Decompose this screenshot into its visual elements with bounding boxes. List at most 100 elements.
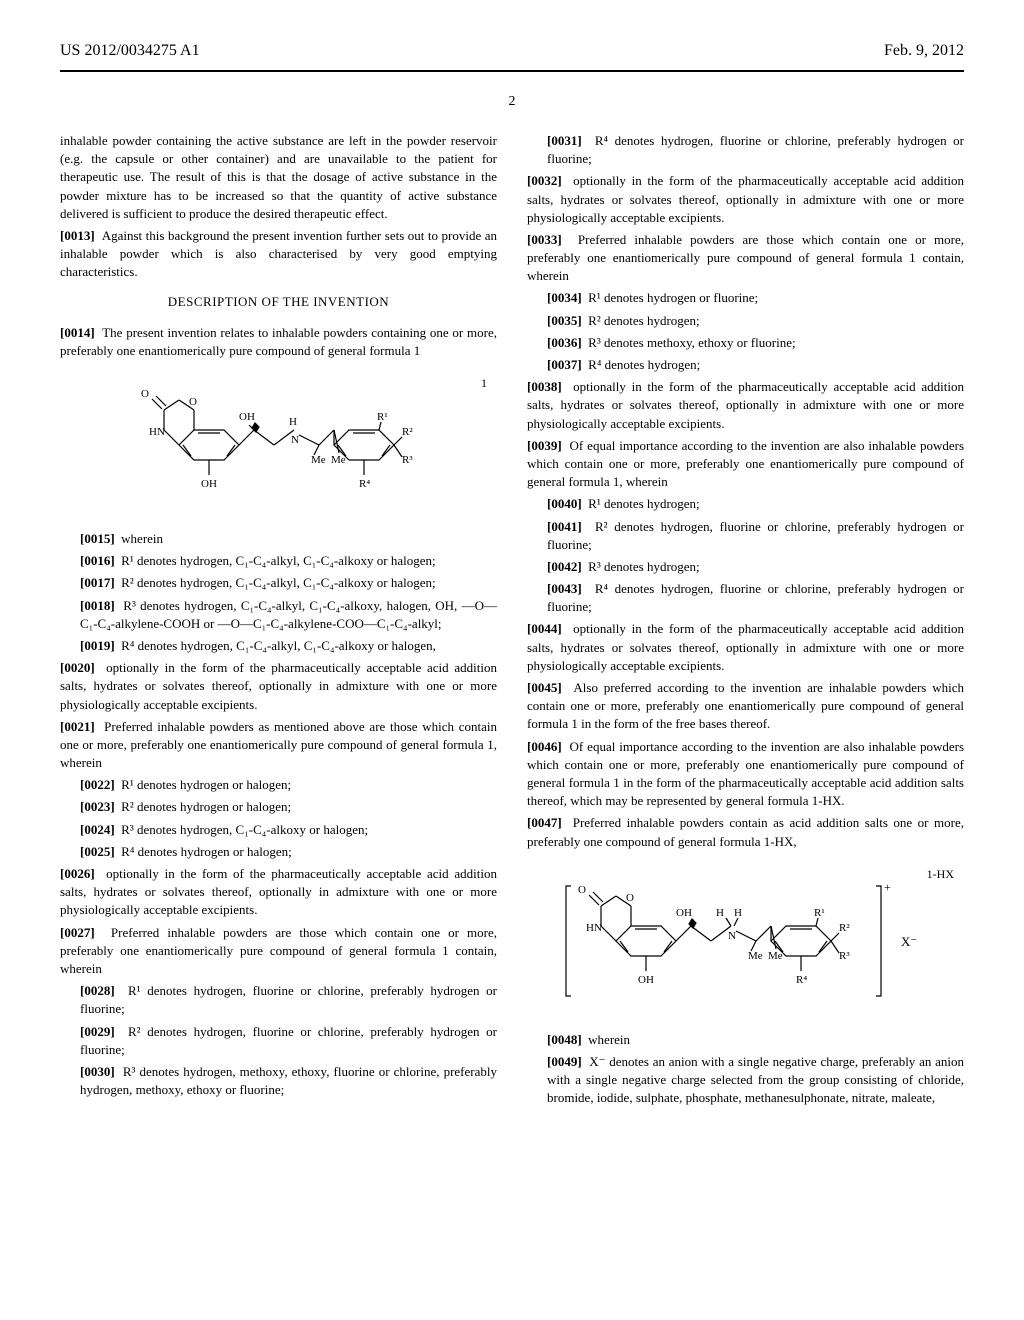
svg-text:H: H <box>716 907 724 919</box>
svg-text:R³: R³ <box>839 950 850 962</box>
num-0022: [0022] <box>80 777 115 792</box>
para-0030: [0030] R³ denotes hydrogen, methoxy, eth… <box>60 1063 497 1099</box>
para-0017: [0017] R² denotes hydrogen, C₁-C₄-alkyl,… <box>60 574 497 592</box>
para-0031: [0031] R⁴ denotes hydrogen, fluorine or … <box>527 132 964 168</box>
doc-date: Feb. 9, 2012 <box>884 40 964 62</box>
num-0019: [0019] <box>80 638 115 653</box>
text-0044: optionally in the form of the pharmaceut… <box>527 621 964 672</box>
num-0038: [0038] <box>527 379 562 394</box>
svg-text:OH: OH <box>676 907 692 919</box>
formula-1-svg: OH O O HN OH <box>119 375 439 515</box>
para-0018: [0018] R³ denotes hydrogen, C₁-C₄-alkyl,… <box>60 597 497 633</box>
para-0026: [0026] optionally in the form of the pha… <box>60 865 497 920</box>
num-0040: [0040] <box>547 496 582 511</box>
text-0036: R³ denotes methoxy, ethoxy or fluorine; <box>588 335 795 350</box>
num-0024: [0024] <box>80 822 115 837</box>
para-0035: [0035] R² denotes hydrogen; <box>527 312 964 330</box>
num-0015: [0015] <box>80 531 115 546</box>
text-0020: optionally in the form of the pharmaceut… <box>60 660 497 711</box>
para-0028: [0028] R¹ denotes hydrogen, fluorine or … <box>60 982 497 1018</box>
num-0017: [0017] <box>80 575 115 590</box>
svg-text:Me: Me <box>768 950 783 962</box>
text-0035: R² denotes hydrogen; <box>588 313 700 328</box>
para-0013: [0013] Against this background the prese… <box>60 227 497 282</box>
text-0037: R⁴ denotes hydrogen; <box>588 357 700 372</box>
para-0024: [0024] R³ denotes hydrogen, C₁-C₄-alkoxy… <box>60 821 497 839</box>
num-0025: [0025] <box>80 844 115 859</box>
svg-text:R²: R² <box>839 922 850 934</box>
text-0023: R² denotes hydrogen or halogen; <box>121 799 291 814</box>
num-0021: [0021] <box>60 719 95 734</box>
svg-text:O: O <box>189 396 197 408</box>
right-column: [0031] R⁴ denotes hydrogen, fluorine or … <box>527 132 964 1112</box>
para-0039: [0039] Of equal importance according to … <box>527 437 964 492</box>
formula-label-1hx: 1-HX <box>927 866 954 883</box>
num-0018: [0018] <box>80 598 115 613</box>
text-0043: R⁴ denotes hydrogen, fluorine or chlorin… <box>547 581 964 614</box>
num-0045: [0045] <box>527 680 562 695</box>
para-0041: [0041] R² denotes hydrogen, fluorine or … <box>527 518 964 554</box>
para-0021: [0021] Preferred inhalable powders as me… <box>60 718 497 773</box>
para-0036: [0036] R³ denotes methoxy, ethoxy or flu… <box>527 334 964 352</box>
svg-text:R⁴: R⁴ <box>796 974 807 986</box>
svg-text:HN: HN <box>149 426 165 438</box>
svg-text:O: O <box>141 388 149 400</box>
text-0021: Preferred inhalable powders as mentioned… <box>60 719 497 770</box>
formula-1hx-svg: + X⁻ OH O <box>556 866 936 1016</box>
para-0033: [0033] Preferred inhalable powders are t… <box>527 231 964 286</box>
para-0034: [0034] R¹ denotes hydrogen or fluorine; <box>527 289 964 307</box>
para-continuation: inhalable powder containing the active s… <box>60 132 497 223</box>
num-0026: [0026] <box>60 866 95 881</box>
num-0016: [0016] <box>80 553 115 568</box>
num-0039: [0039] <box>527 438 562 453</box>
svg-text:O: O <box>626 892 634 904</box>
para-0019: [0019] R⁴ denotes hydrogen, C₁-C₄-alkyl,… <box>60 637 497 655</box>
para-0029: [0029] R² denotes hydrogen, fluorine or … <box>60 1023 497 1059</box>
svg-text:OH: OH <box>638 974 654 986</box>
svg-text:OH: OH <box>201 478 217 490</box>
svg-text:R¹: R¹ <box>377 411 388 423</box>
text-0048: wherein <box>588 1032 630 1047</box>
text-0018: R³ denotes hydrogen, C₁-C₄-alkyl, C₁-C₄-… <box>80 598 497 631</box>
text-0029: R² denotes hydrogen, fluorine or chlorin… <box>80 1024 497 1057</box>
chemical-formula-1: 1 OH <box>60 375 497 515</box>
svg-text:O: O <box>578 884 586 896</box>
para-0015: [0015] wherein <box>60 530 497 548</box>
text-0040: R¹ denotes hydrogen; <box>588 496 700 511</box>
page-number: 2 <box>60 92 964 112</box>
text-0028: R¹ denotes hydrogen, fluorine or chlorin… <box>80 983 497 1016</box>
svg-text:+: + <box>884 880 891 894</box>
num-0033: [0033] <box>527 232 562 247</box>
para-0045: [0045] Also preferred according to the i… <box>527 679 964 734</box>
header-rule <box>60 70 964 72</box>
text-0019: R⁴ denotes hydrogen, C₁-C₄-alkyl, C₁-C₄-… <box>121 638 436 653</box>
para-0023: [0023] R² denotes hydrogen or halogen; <box>60 798 497 816</box>
num-0037: [0037] <box>547 357 582 372</box>
num-0023: [0023] <box>80 799 115 814</box>
text-0022: R¹ denotes hydrogen or halogen; <box>121 777 291 792</box>
svg-text:HN: HN <box>586 922 602 934</box>
para-0048: [0048] wherein <box>527 1031 964 1049</box>
para-0027: [0027] Preferred inhalable powders are t… <box>60 924 497 979</box>
text-0032: optionally in the form of the pharmaceut… <box>527 173 964 224</box>
num-0034: [0034] <box>547 290 582 305</box>
para-0042: [0042] R³ denotes hydrogen; <box>527 558 964 576</box>
num-0020: [0020] <box>60 660 95 675</box>
section-title: DESCRIPTION OF THE INVENTION <box>60 293 497 311</box>
num-0027: [0027] <box>60 925 95 940</box>
num-0032: [0032] <box>527 173 562 188</box>
text-0049: X⁻ denotes an anion with a single negati… <box>547 1054 964 1105</box>
num-0029: [0029] <box>80 1024 115 1039</box>
num-0041: [0041] <box>547 519 582 534</box>
text-0016: R¹ denotes hydrogen, C₁-C₄-alkyl, C₁-C₄-… <box>121 553 435 568</box>
para-0014: [0014] The present invention relates to … <box>60 324 497 360</box>
chemical-formula-1hx: 1-HX + X⁻ OH <box>527 866 964 1016</box>
svg-text:OH: OH <box>239 411 255 423</box>
text-0014: The present invention relates to inhalab… <box>60 325 497 358</box>
num-0047: [0047] <box>527 815 562 830</box>
text-0042: R³ denotes hydrogen; <box>588 559 700 574</box>
para-0022: [0022] R¹ denotes hydrogen or halogen; <box>60 776 497 794</box>
svg-text:R²: R² <box>402 426 413 438</box>
svg-text:N: N <box>291 434 299 446</box>
para-0032: [0032] optionally in the form of the pha… <box>527 172 964 227</box>
